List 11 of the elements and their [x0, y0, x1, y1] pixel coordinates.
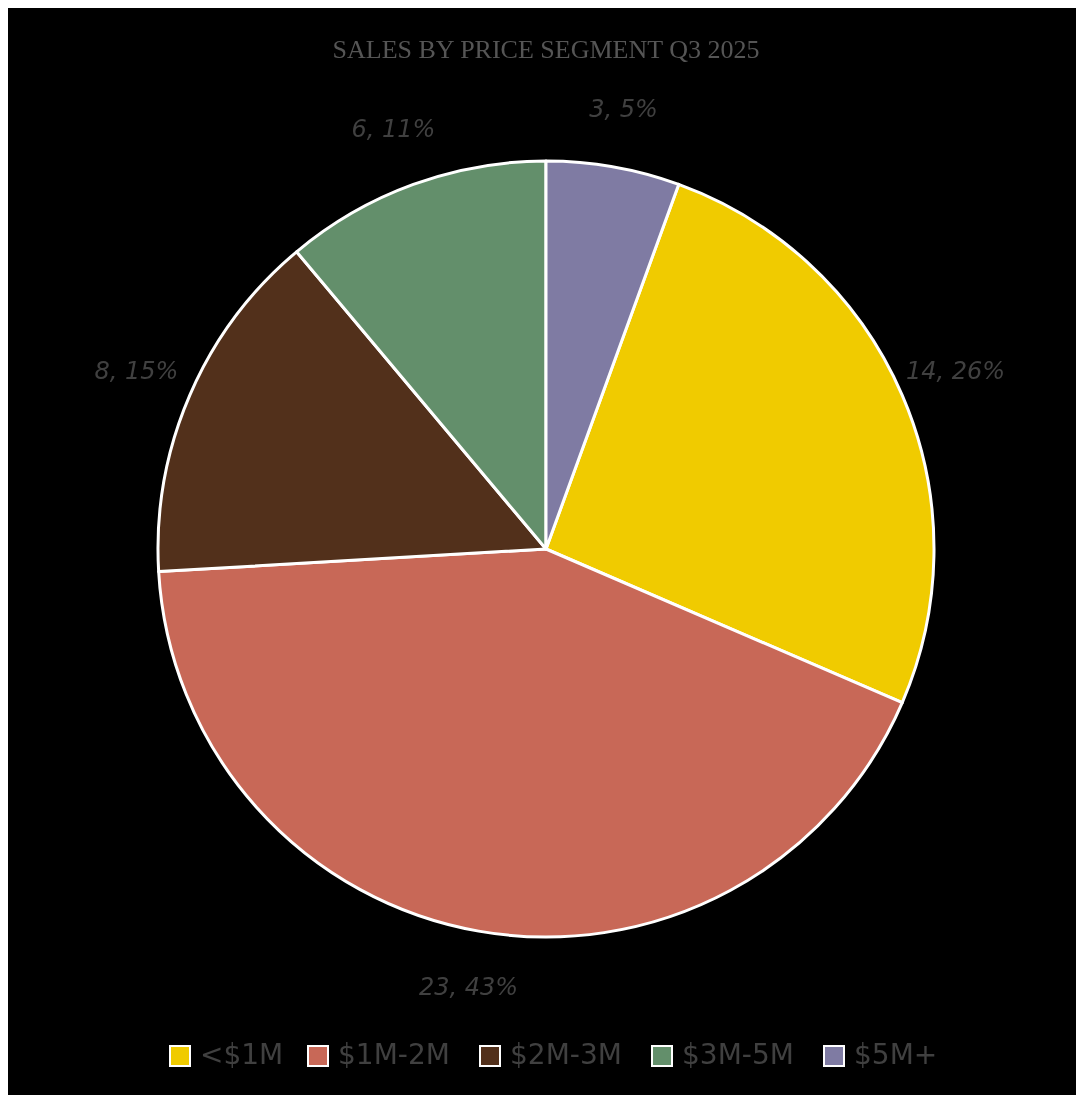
legend-label: $1M-2M: [338, 1038, 450, 1071]
data-label: 14, 26%: [905, 357, 1006, 386]
data-label: 8, 15%: [94, 357, 179, 386]
legend-label: $2M-3M: [510, 1038, 622, 1071]
chart-title: SALES BY PRICE SEGMENT Q3 2025: [332, 35, 760, 64]
data-label: 3, 5%: [589, 94, 658, 123]
legend-label: $5M+: [854, 1038, 938, 1071]
data-label: 6, 11%: [351, 114, 436, 143]
legend-label: <$1M: [200, 1038, 284, 1071]
legend-label: $3M-5M: [682, 1038, 794, 1071]
data-label: 23, 43%: [418, 973, 519, 1002]
